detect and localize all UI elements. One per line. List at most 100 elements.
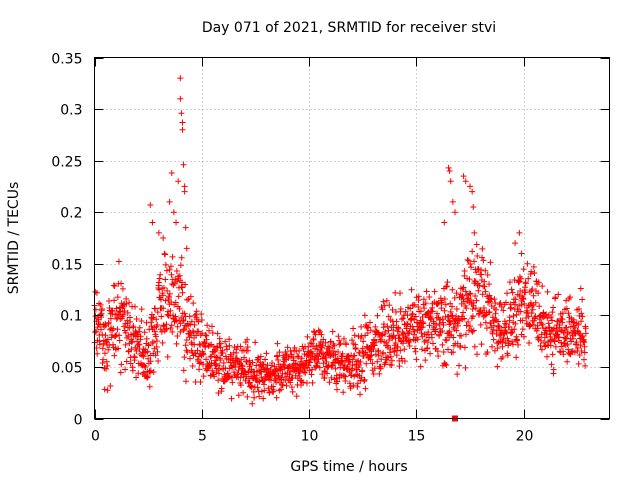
data-point — [439, 328, 446, 335]
data-point — [300, 379, 307, 386]
data-point — [501, 324, 508, 331]
data-point — [509, 289, 516, 296]
data-point — [207, 363, 214, 370]
data-point — [195, 353, 202, 360]
data-point — [114, 314, 121, 321]
data-point — [487, 295, 494, 302]
data-point — [279, 382, 286, 389]
data-point — [235, 392, 242, 399]
data-point — [276, 349, 283, 356]
data-point — [446, 167, 453, 174]
data-point — [144, 374, 151, 381]
data-point — [350, 382, 357, 389]
data-point — [577, 285, 584, 292]
data-point — [548, 361, 555, 368]
data-point — [382, 328, 389, 335]
data-point — [333, 386, 340, 393]
data-point — [128, 339, 135, 346]
data-point — [290, 357, 297, 364]
data-point — [251, 394, 258, 401]
data-point — [195, 318, 202, 325]
data-point — [96, 341, 103, 348]
data-point — [179, 284, 186, 291]
data-point — [449, 303, 456, 310]
data-point — [487, 259, 494, 266]
data-point — [127, 331, 134, 338]
data-point — [174, 278, 181, 285]
data-point — [133, 347, 140, 354]
data-point — [483, 325, 490, 332]
data-point — [493, 306, 500, 313]
data-point — [486, 281, 493, 288]
data-point — [438, 299, 445, 306]
data-point — [273, 394, 280, 401]
data-point — [118, 280, 125, 287]
data-point — [366, 319, 373, 326]
data-point — [275, 372, 282, 379]
data-point — [515, 279, 522, 286]
data-point — [370, 370, 377, 377]
data-point — [244, 347, 251, 354]
data-point — [229, 379, 236, 386]
data-point — [153, 344, 160, 351]
data-point — [482, 319, 489, 326]
data-point — [133, 315, 140, 322]
data-point — [162, 261, 169, 268]
data-point — [467, 183, 474, 190]
y-tick-labels: 0 0.05 0.1 0.15 0.2 0.25 0.3 0.35 — [51, 52, 82, 429]
y-tick-label: 0.15 — [51, 258, 82, 274]
data-point — [228, 395, 235, 402]
data-point — [274, 356, 281, 363]
data-point — [152, 305, 159, 312]
data-point — [509, 341, 516, 348]
data-point — [473, 351, 480, 358]
data-point — [206, 327, 213, 334]
data-point — [454, 322, 461, 329]
data-point — [101, 386, 108, 393]
data-point — [220, 359, 227, 366]
data-point — [477, 321, 484, 328]
data-point — [392, 340, 399, 347]
data-point — [120, 311, 127, 318]
data-point — [395, 325, 402, 332]
data-point — [256, 378, 263, 385]
data-point — [102, 332, 109, 339]
data-point — [512, 337, 519, 344]
data-point — [467, 291, 474, 298]
data-point — [97, 301, 104, 308]
data-point — [372, 323, 379, 330]
data-point — [461, 268, 468, 275]
x-axis-label: GPS time / hours — [290, 459, 407, 475]
data-point — [526, 339, 533, 346]
y-tick-label: 0.25 — [51, 155, 82, 171]
data-point — [409, 323, 416, 330]
data-point — [132, 303, 139, 310]
data-point — [197, 379, 204, 386]
data-point — [115, 345, 122, 352]
data-point — [194, 347, 201, 354]
data-point — [180, 367, 187, 374]
data-point — [141, 362, 148, 369]
data-point — [121, 323, 128, 330]
data-point — [320, 336, 327, 343]
data-point — [575, 305, 582, 312]
data-point — [381, 302, 388, 309]
data-point — [576, 351, 583, 358]
data-point — [309, 350, 316, 357]
data-point — [578, 310, 585, 317]
data-point — [120, 301, 127, 308]
data-point — [378, 356, 385, 363]
data-point — [423, 288, 430, 295]
data-point — [168, 170, 175, 177]
data-point — [167, 263, 174, 270]
data-point — [137, 333, 144, 340]
data-point — [122, 329, 129, 336]
data-point — [249, 400, 256, 407]
data-point — [166, 290, 173, 297]
data-point — [449, 286, 456, 293]
data-point — [315, 356, 322, 363]
data-point — [313, 363, 320, 370]
data-point — [433, 322, 440, 329]
data-point — [214, 330, 221, 337]
data-point — [367, 327, 374, 334]
